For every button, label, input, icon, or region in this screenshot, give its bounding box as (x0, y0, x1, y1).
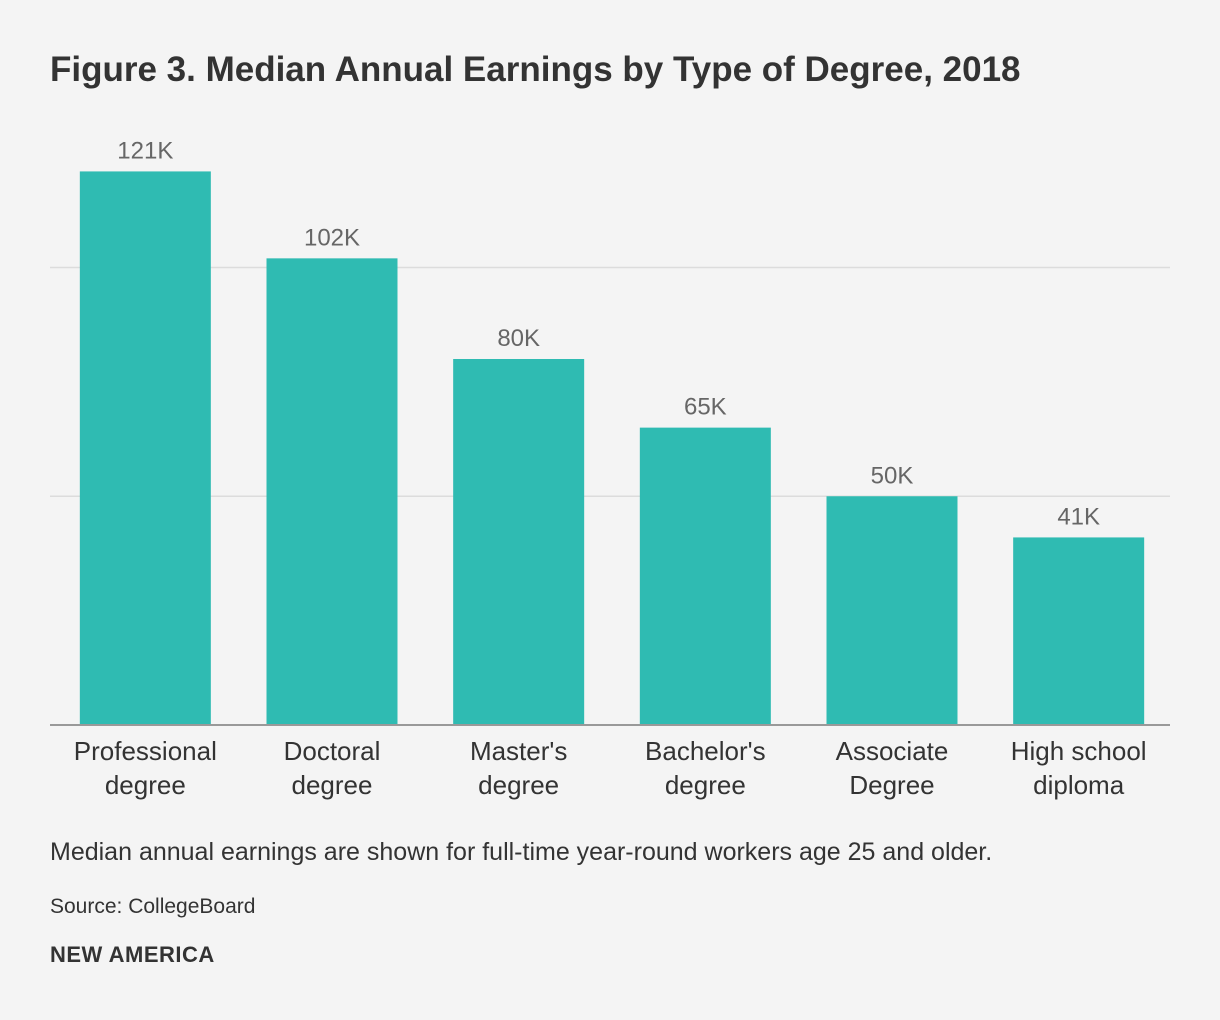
value-label: 80K (497, 325, 540, 352)
value-label: 65K (684, 394, 727, 421)
category-label-line: High school (1011, 736, 1147, 766)
chart-title: Figure 3. Median Annual Earnings by Type… (50, 50, 1021, 89)
category-label: Professional degree (74, 736, 217, 800)
brand-logo: NEW AMERICA (50, 942, 215, 967)
bar (79, 171, 211, 726)
chart-note: Median annual earnings are shown for ful… (50, 838, 993, 866)
category-label-line: diploma (1033, 770, 1125, 800)
bar (453, 359, 585, 725)
category-label-line: Bachelor's (645, 736, 766, 766)
category-label-line: degree (478, 770, 559, 800)
category-label-line: degree (105, 770, 186, 800)
bar (639, 427, 771, 725)
bar (826, 496, 958, 725)
bar (1013, 537, 1145, 725)
value-label: 50K (871, 462, 914, 489)
category-label: Associate Degree (836, 736, 949, 800)
category-label-line: Degree (849, 770, 934, 800)
category-label: Doctoral degree (284, 736, 381, 800)
category-label: Bachelor's degree (645, 736, 766, 800)
bar-chart: 121K Professional degree 102K Doctoral degree… (50, 137, 1170, 800)
value-label: 41K (1057, 503, 1100, 530)
category-label-line: Professional (74, 736, 217, 766)
value-label: 121K (117, 137, 173, 164)
category-label-line: degree (665, 770, 746, 800)
chart-source: Source: CollegeBoard (50, 895, 256, 918)
category-label: Master's degree (470, 736, 567, 800)
value-label: 102K (304, 224, 360, 251)
category-label-line: Doctoral (284, 736, 381, 766)
category-label: High school diploma (1011, 736, 1147, 800)
category-label-line: degree (292, 770, 373, 800)
bar (266, 258, 398, 725)
category-label-line: Master's (470, 736, 567, 766)
category-label-line: Associate (836, 736, 949, 766)
